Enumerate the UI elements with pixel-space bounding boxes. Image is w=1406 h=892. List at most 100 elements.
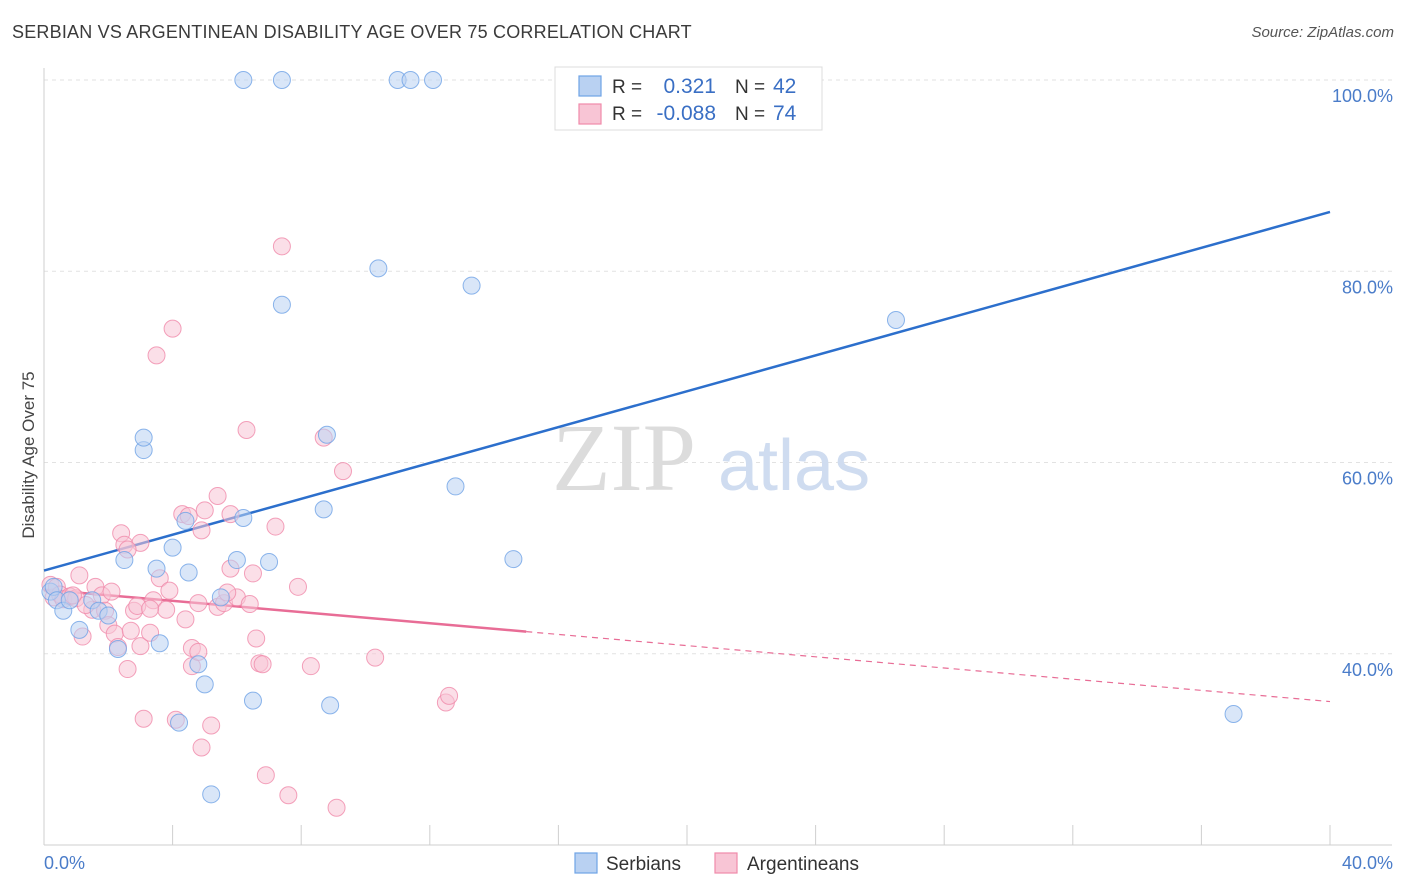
serbian-point [272, 71, 291, 89]
argentinean-point [256, 766, 275, 785]
bottom-legend-swatch-serbian [574, 852, 598, 874]
series-legend: Serbians Argentineans [574, 852, 859, 875]
serbian-point [886, 311, 905, 330]
serbian-point [234, 71, 253, 89]
correlation-legend: R = 0.321 N = 42 R = -0.088 N = 74 [554, 66, 823, 131]
serbian-point [115, 551, 134, 570]
serbian-point [150, 634, 169, 653]
watermark: ZIP atlas [552, 404, 870, 511]
serbian-point [189, 655, 208, 674]
legend-n-label-serbian: N = [735, 77, 765, 98]
argentinean-trend-line [43, 588, 527, 633]
serbian-point [170, 713, 189, 732]
serbian-point [163, 538, 182, 557]
serbian-point [462, 276, 481, 295]
legend-r-value-argentinean: -0.088 [656, 102, 716, 125]
serbian-point [179, 563, 198, 582]
argentinean-point [157, 600, 176, 619]
serbian-point [176, 511, 195, 530]
argentinean-point [266, 517, 285, 536]
legend-r-value-serbian: 0.321 [663, 75, 716, 98]
argentinean-point [176, 610, 195, 629]
y-tick-labels: 40.0% 60.0% 80.0% 100.0% [1332, 86, 1393, 680]
argentinean-point [440, 686, 459, 705]
argentinean-point [333, 462, 352, 481]
serbian-point [1224, 704, 1243, 723]
serbian-point [321, 696, 340, 715]
argentinean-point [189, 594, 208, 613]
argentinean-point [202, 716, 221, 735]
argentinean-point [288, 577, 307, 596]
serbian-point [147, 559, 166, 578]
legend-swatch-serbian [578, 75, 602, 97]
serbian-trend-line [43, 210, 1331, 572]
legend-r-label-argentinean: R = [612, 104, 642, 125]
serbian-point [234, 508, 253, 527]
argentinean-point [366, 648, 385, 667]
serbian-point [227, 551, 246, 570]
chart-title: SERBIAN VS ARGENTINEAN DISABILITY AGE OV… [12, 22, 692, 42]
argentinean-point [208, 486, 227, 505]
serbian-point [134, 428, 153, 447]
serbian-point [272, 295, 291, 314]
argentinean-point [134, 709, 153, 728]
argentinean-point [160, 581, 179, 600]
serbian-point [504, 550, 523, 569]
legend-n-label-argentinean: N = [735, 104, 765, 125]
argentinean-point [118, 660, 137, 679]
argentinean-point [141, 599, 160, 618]
serbian-points [41, 71, 1243, 804]
serbian-point [243, 691, 262, 710]
argentinean-point [253, 655, 272, 674]
argentinean-point [279, 786, 298, 805]
serbian-point [424, 71, 443, 89]
argentinean-point [70, 566, 89, 585]
y-tick-label: 100.0% [1332, 86, 1393, 106]
bottom-legend-argentinean: Argentineans [747, 854, 859, 875]
x-tick-label-max: 40.0% [1342, 853, 1393, 873]
argentinean-point [195, 501, 214, 520]
bottom-legend-swatch-argentinean [714, 852, 738, 874]
serbian-point [401, 71, 420, 89]
x-tick-labels: 0.0% 40.0% [44, 853, 1393, 873]
argentinean-point [102, 582, 121, 601]
y-axis-label: Disability Age Over 75 [19, 371, 38, 538]
bottom-legend-serbian: Serbians [606, 854, 681, 875]
argentinean-point [163, 319, 182, 338]
serbian-point [99, 606, 118, 625]
trend-lines [43, 210, 1331, 703]
legend-r-label-serbian: R = [612, 77, 642, 98]
serbian-point [317, 425, 336, 444]
y-tick-label: 60.0% [1342, 469, 1393, 489]
serbian-point [60, 591, 79, 610]
legend-n-value-argentinean: 74 [773, 102, 797, 125]
x-tick-label-min: 0.0% [44, 853, 85, 873]
argentinean-points [41, 237, 459, 817]
legend-n-value-serbian: 42 [773, 75, 796, 98]
argentinean-point [131, 637, 150, 656]
argentinean-point [192, 521, 211, 540]
serbian-point [446, 477, 465, 496]
argentinean-point [327, 798, 346, 817]
gridlines [44, 79, 1392, 655]
argentinean-point [240, 595, 259, 614]
serbian-point [260, 552, 279, 571]
legend-swatch-argentinean [578, 103, 602, 125]
argentinean-point [237, 420, 256, 439]
y-tick-label: 80.0% [1342, 277, 1393, 297]
serbian-point [211, 588, 230, 607]
argentinean-point [192, 738, 211, 757]
axes [43, 68, 1392, 846]
argentinean-point [272, 237, 291, 256]
argentinean-point [147, 346, 166, 365]
argentinean-point [121, 621, 140, 640]
serbian-point [195, 675, 214, 694]
argentinean-point [243, 564, 262, 583]
serbian-point [108, 639, 127, 658]
watermark-zip: ZIP [552, 404, 696, 511]
serbian-point [202, 785, 221, 804]
argentinean-point [301, 657, 320, 676]
serbian-point [314, 500, 333, 519]
source-label: Source: ZipAtlas.com [1251, 24, 1394, 41]
